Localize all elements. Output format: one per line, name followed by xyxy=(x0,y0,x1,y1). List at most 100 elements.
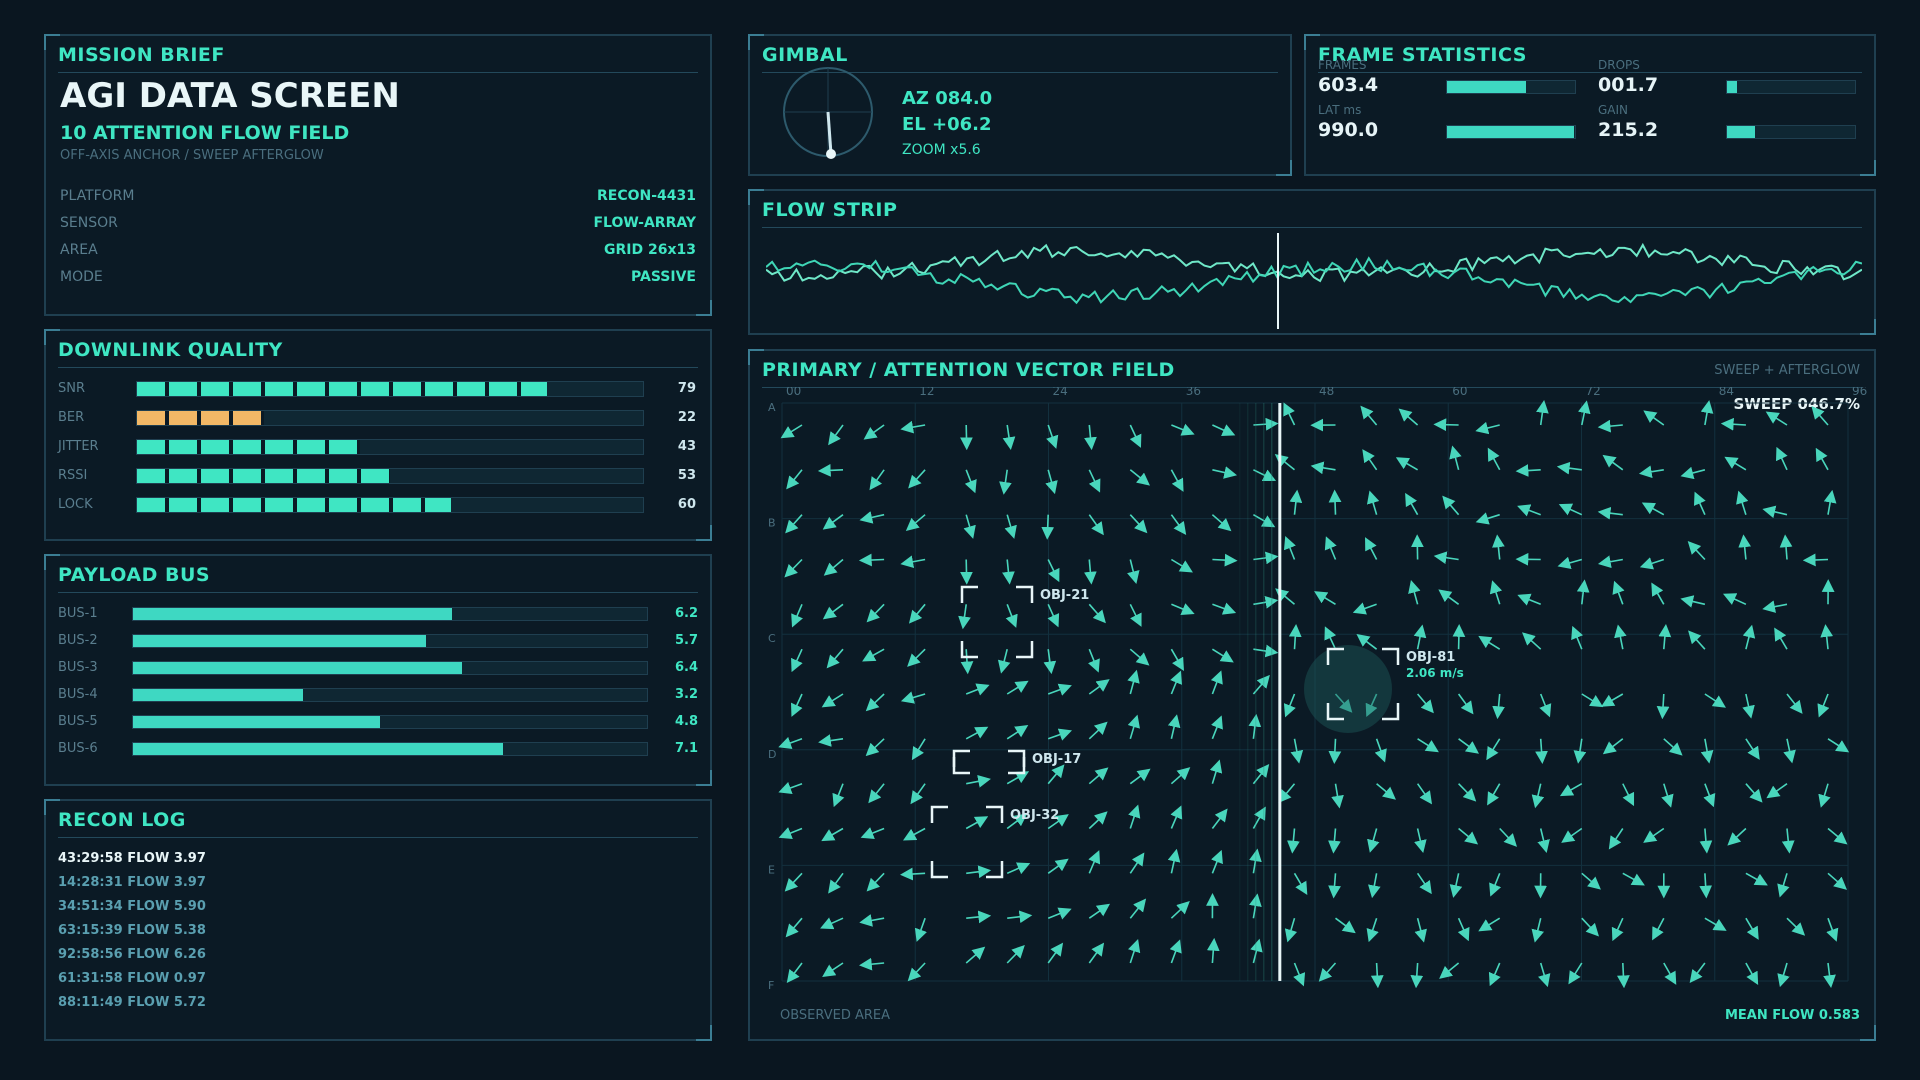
recon-log-line: 63:15:39 FLOW 5.38 xyxy=(58,923,206,938)
recon-log-line: 43:29:58 FLOW 3.97 xyxy=(58,851,206,866)
downlink-bar xyxy=(136,381,644,397)
flow-vector xyxy=(1576,579,1590,605)
flow-vector xyxy=(966,865,992,879)
flow-vector xyxy=(1602,738,1624,755)
flow-vector xyxy=(1328,489,1342,515)
flow-vector xyxy=(1823,962,1836,988)
area-value: GRID 26x13 xyxy=(604,242,696,258)
flow-vector xyxy=(1376,783,1396,800)
flow-vector xyxy=(1639,557,1665,570)
payload-value: 5.7 xyxy=(674,633,698,648)
flow-vector xyxy=(828,424,844,446)
flow-vector xyxy=(1736,490,1749,515)
payload-bar xyxy=(132,715,648,729)
flow-vector xyxy=(1047,728,1073,741)
flow-vector xyxy=(1288,624,1302,650)
flow-vector xyxy=(1414,828,1427,854)
flow-vector xyxy=(1367,828,1380,853)
flow-vector xyxy=(1704,917,1727,931)
flow-vector xyxy=(1250,938,1263,964)
flow-vector xyxy=(863,424,885,440)
flow-vector xyxy=(965,816,989,830)
flow-vector xyxy=(1248,713,1262,739)
flow-vector xyxy=(1742,624,1756,650)
flow-vector xyxy=(1047,942,1064,964)
flow-vector xyxy=(1704,693,1726,708)
flow-vector xyxy=(911,738,926,761)
flow-vector xyxy=(1515,464,1541,477)
recon-log-line: 34:51:34 FLOW 5.90 xyxy=(58,899,206,914)
vector-field-canvas[interactable]: 00 12 24 36 48 60 72 84 96 A B C D E F OBJ-21 OBJ-812.06… xyxy=(750,387,1874,1009)
recon-title: RECON LOG xyxy=(58,809,186,831)
flow-vector xyxy=(1823,489,1837,515)
flow-vector xyxy=(1827,827,1848,845)
flow-vector xyxy=(1252,806,1266,829)
flow-vector xyxy=(862,648,885,662)
flow-vector xyxy=(1680,595,1706,608)
mode-label: MODE xyxy=(60,269,103,285)
flow-vector xyxy=(1170,648,1185,671)
flow-vector xyxy=(1129,852,1145,874)
stat-bar-fill xyxy=(1447,81,1527,93)
flow-vector xyxy=(965,946,986,964)
frame-statistics-panel: FRAME STATISTICS FRAMES 603.4 DROPS 001.7 LA… xyxy=(1304,34,1876,176)
flow-vector xyxy=(966,775,991,788)
flow-strip-title: FLOW STRIP xyxy=(762,199,898,221)
flow-vector xyxy=(828,872,844,894)
sweep-readout: SWEEP 046.7% xyxy=(1733,395,1860,413)
flow-vector xyxy=(1703,783,1716,808)
flow-vector xyxy=(960,649,974,675)
flow-vector xyxy=(1334,693,1353,713)
flow-vector xyxy=(1006,945,1025,964)
flow-vector xyxy=(1365,537,1378,560)
object-id-label: OBJ-17 xyxy=(1032,752,1081,767)
gimbal-el: EL +06.2 xyxy=(902,114,992,135)
flow-vector xyxy=(791,648,803,673)
flow-vector xyxy=(1643,410,1665,426)
flow-vector xyxy=(1522,632,1542,650)
flow-vector xyxy=(1398,408,1419,426)
flow-vector xyxy=(1779,534,1793,560)
payload-label: BUS-5 xyxy=(58,714,98,729)
flow-vector xyxy=(1047,603,1060,628)
sensor-value: FLOW-ARRAY xyxy=(593,215,696,231)
flow-vector xyxy=(866,872,885,892)
flow-vector xyxy=(1002,559,1015,585)
flow-vector xyxy=(1661,783,1674,808)
flow-vector xyxy=(1699,828,1713,854)
flow-vector xyxy=(1007,910,1033,924)
payload-value: 6.2 xyxy=(674,606,698,621)
downlink-label: JITTER xyxy=(58,439,99,454)
flow-vector xyxy=(1129,469,1150,486)
flow-vector xyxy=(1689,962,1706,984)
flow-vector xyxy=(1004,514,1017,539)
flow-vector xyxy=(907,962,926,982)
flow-vector xyxy=(1253,514,1276,528)
flow-vector xyxy=(1656,693,1670,720)
flow-vector xyxy=(1047,907,1072,920)
flow-vector xyxy=(1006,813,1028,830)
flow-vector xyxy=(1581,917,1599,937)
flow-vector xyxy=(1045,469,1058,495)
x-tick-label: 84 xyxy=(1719,387,1734,398)
flow-vector xyxy=(786,962,803,984)
flow-vector xyxy=(1786,693,1803,714)
flow-vector xyxy=(1663,962,1677,985)
flow-vector xyxy=(1006,771,1030,785)
flow-vector xyxy=(1438,589,1460,605)
flow-vector xyxy=(1658,624,1672,650)
flow-vector xyxy=(1328,873,1341,899)
x-tick-label: 36 xyxy=(1186,387,1201,398)
flow-vector xyxy=(823,558,844,576)
flow-vector xyxy=(822,603,844,620)
payload-label: BUS-2 xyxy=(58,633,98,648)
flow-vector xyxy=(1041,514,1055,540)
flow-vector xyxy=(1458,738,1479,754)
flow-vector xyxy=(1492,693,1505,720)
flow-vector xyxy=(1433,551,1459,565)
flow-vector xyxy=(1568,962,1583,985)
flow-vector xyxy=(1212,424,1236,436)
flow-vector xyxy=(1745,783,1763,803)
mission-subheadline: 10 ATTENTION FLOW FIELD xyxy=(60,122,350,144)
y-tick-label: F xyxy=(768,979,774,992)
